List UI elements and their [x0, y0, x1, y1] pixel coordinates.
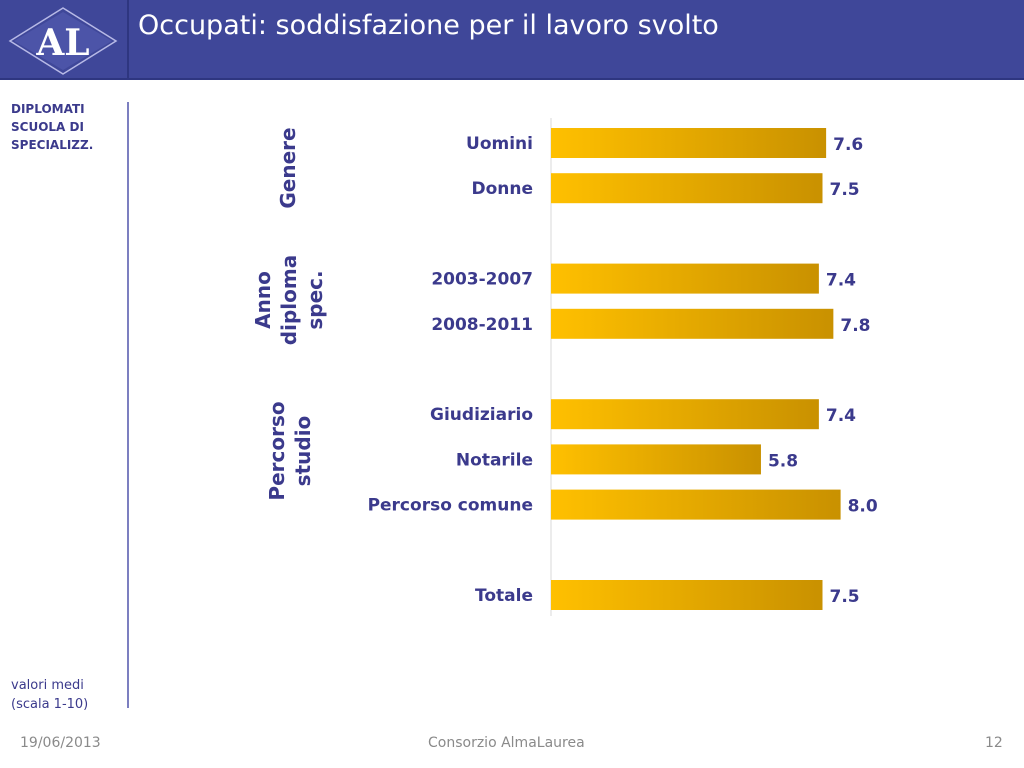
category-label: 2008-2011: [431, 315, 533, 335]
category-label: Percorso comune: [368, 496, 533, 516]
bar-donne: [551, 173, 823, 204]
group-label: Anno diploma spec.: [251, 255, 327, 345]
group-label: Percorso studio: [265, 401, 315, 500]
group-label-line: Percorso: [265, 401, 289, 500]
group-label-line: Genere: [276, 127, 300, 208]
value-label: 7.5: [830, 587, 860, 607]
category-label: Uomini: [466, 134, 533, 154]
value-label: 7.4: [826, 271, 856, 291]
footer-date: 19/06/2013: [20, 735, 101, 751]
group-label-line: diploma: [277, 255, 301, 345]
bar-2008-2011: [551, 308, 834, 339]
category-label: Totale: [475, 586, 533, 606]
value-label: 7.6: [833, 135, 863, 155]
scale-note: valori medi (scala 1-10): [11, 678, 89, 712]
almalaurea-logo: AL: [0, 0, 129, 78]
logo-text: AL: [35, 22, 89, 64]
footer-organization: Consorzio AlmaLaurea: [428, 735, 585, 751]
value-label: 7.4: [826, 406, 856, 426]
group-label-line: spec.: [303, 270, 327, 329]
group-label-line: studio: [291, 416, 315, 487]
group-label: Genere: [276, 127, 300, 208]
bar-totale: [551, 580, 823, 610]
category-label: 2003-2007: [431, 270, 533, 290]
header-bar: AL Occupati: soddisfazione per il lavoro…: [0, 0, 1024, 80]
group-label-line: Anno: [251, 271, 275, 329]
bar-uomini: [551, 128, 827, 158]
value-label: 7.5: [830, 180, 860, 200]
value-label: 8.0: [848, 497, 878, 517]
bar-notarile: [551, 444, 761, 475]
logo-diamond-icon: AL: [8, 7, 118, 75]
category-label: Notarile: [456, 450, 533, 470]
page-title: Occupati: soddisfazione per il lavoro sv…: [138, 10, 719, 41]
bar-2003-2007: [551, 263, 819, 294]
value-label: 7.8: [840, 316, 870, 336]
sidebar-divider: [127, 102, 129, 708]
value-label: 5.8: [768, 451, 798, 471]
bar-percorso-comune: [551, 489, 841, 520]
category-label: Giudiziario: [430, 405, 533, 425]
sidebar-label: DIPLOMATI SCUOLA DI SPECIALIZZ.: [11, 102, 94, 152]
bar-giudiziario: [551, 399, 819, 430]
footer-page-number: 12: [985, 735, 1003, 751]
category-label: Donne: [471, 179, 533, 199]
